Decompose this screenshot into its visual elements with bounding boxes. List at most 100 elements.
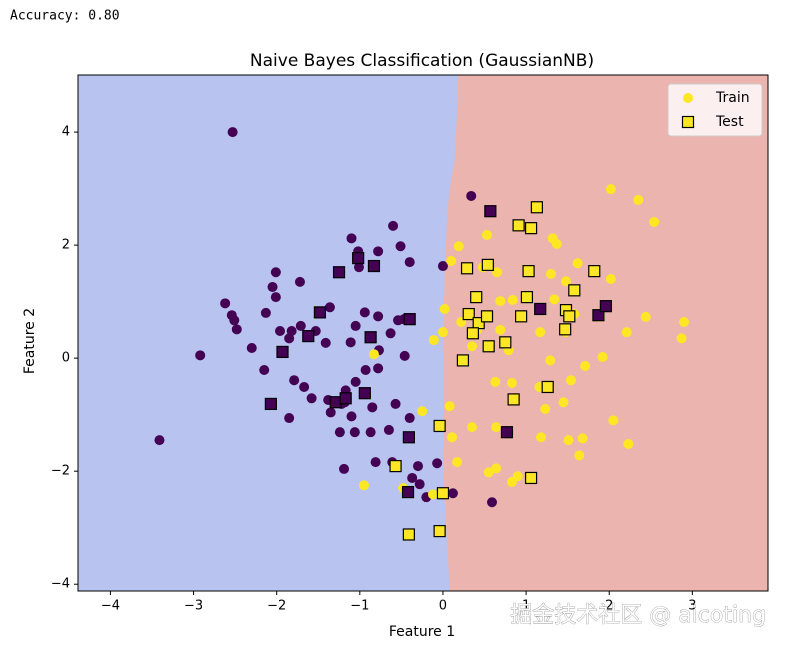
train-point <box>487 497 497 508</box>
train-point <box>467 422 478 433</box>
train-point <box>447 488 458 499</box>
test-point <box>403 313 416 326</box>
train-point <box>565 375 576 386</box>
train-point <box>491 422 502 433</box>
watermark: 掘金技术社区 @ aicoting <box>510 603 766 628</box>
test-point <box>514 310 528 323</box>
y-axis-label: Feature 2 <box>22 308 38 374</box>
train-point <box>259 365 270 376</box>
test-point <box>500 426 514 439</box>
train-point <box>633 194 644 205</box>
test-point <box>499 336 512 349</box>
test-point <box>313 306 327 319</box>
train-point <box>154 435 165 446</box>
train-point <box>536 432 547 443</box>
train-point <box>195 350 206 361</box>
test-point <box>332 266 346 279</box>
test-point <box>436 487 450 500</box>
train-point <box>551 238 562 249</box>
train-point <box>294 276 305 287</box>
train-point <box>640 311 651 322</box>
legend-marker <box>681 115 695 129</box>
train-point <box>370 457 381 468</box>
test-point <box>507 393 520 406</box>
train-point <box>345 337 356 348</box>
train-point <box>404 413 415 424</box>
test-point <box>588 265 601 278</box>
train-point <box>306 393 317 404</box>
train-point <box>597 352 608 363</box>
train-point <box>563 435 574 446</box>
train-point <box>373 246 384 257</box>
train-point <box>623 439 634 450</box>
test-point <box>470 291 483 304</box>
test-point <box>358 387 371 400</box>
chart-title: Naive Bayes Classification (GaussianNB) <box>250 51 594 71</box>
train-point <box>467 341 478 352</box>
train-point <box>580 361 591 372</box>
y-tick-label: 0 <box>62 351 70 366</box>
train-point <box>495 324 506 335</box>
train-point <box>577 433 588 444</box>
train-point <box>572 258 583 269</box>
test-point <box>433 419 446 433</box>
train-point <box>390 398 401 409</box>
train-point <box>246 342 257 353</box>
train-point <box>350 320 361 331</box>
x-tick-label: 2 <box>605 599 613 614</box>
train-point <box>417 406 428 417</box>
legend-marker <box>683 93 693 103</box>
train-point <box>359 307 370 318</box>
test-point <box>524 222 538 235</box>
test-point <box>389 459 402 473</box>
train-point <box>495 296 506 307</box>
test-point <box>402 431 415 444</box>
train-point <box>439 303 450 314</box>
legend-label: Train <box>715 90 750 106</box>
train-point <box>320 337 331 348</box>
train-point <box>358 480 369 491</box>
train-point <box>270 292 281 303</box>
test-point <box>364 331 377 344</box>
test-point <box>534 302 547 316</box>
train-point <box>490 376 501 387</box>
train-point <box>373 363 384 374</box>
test-point <box>559 323 572 336</box>
train-point <box>491 267 502 278</box>
test-point <box>512 219 525 232</box>
train-point <box>574 450 585 461</box>
train-point <box>388 220 399 231</box>
train-point <box>483 467 494 478</box>
x-tick-label: 1 <box>522 599 530 614</box>
train-point <box>413 461 424 472</box>
train-point <box>346 411 357 422</box>
train-point <box>414 479 425 490</box>
train-point <box>367 402 378 413</box>
train-point <box>260 307 271 318</box>
test-point <box>482 340 495 353</box>
train-point <box>453 241 464 252</box>
train-point <box>334 427 345 438</box>
test-point <box>302 330 315 343</box>
train-point <box>649 216 660 227</box>
train-point <box>229 315 240 326</box>
test-point <box>484 205 497 218</box>
train-point <box>621 327 632 338</box>
x-axis-label: Feature 1 <box>389 624 455 640</box>
train-point <box>452 457 463 468</box>
test-point <box>522 265 535 278</box>
test-point <box>541 380 554 394</box>
test-point <box>592 309 605 322</box>
train-point <box>444 401 455 412</box>
accuracy-output: Accuracy: 0.80 <box>10 9 120 24</box>
train-point <box>560 276 571 287</box>
train-point <box>546 268 557 279</box>
train-point <box>349 427 360 438</box>
train-point <box>267 281 278 292</box>
train-point <box>284 413 295 424</box>
train-point <box>558 397 569 408</box>
train-point <box>407 472 418 483</box>
train-point <box>383 424 394 435</box>
train-point <box>608 415 619 426</box>
